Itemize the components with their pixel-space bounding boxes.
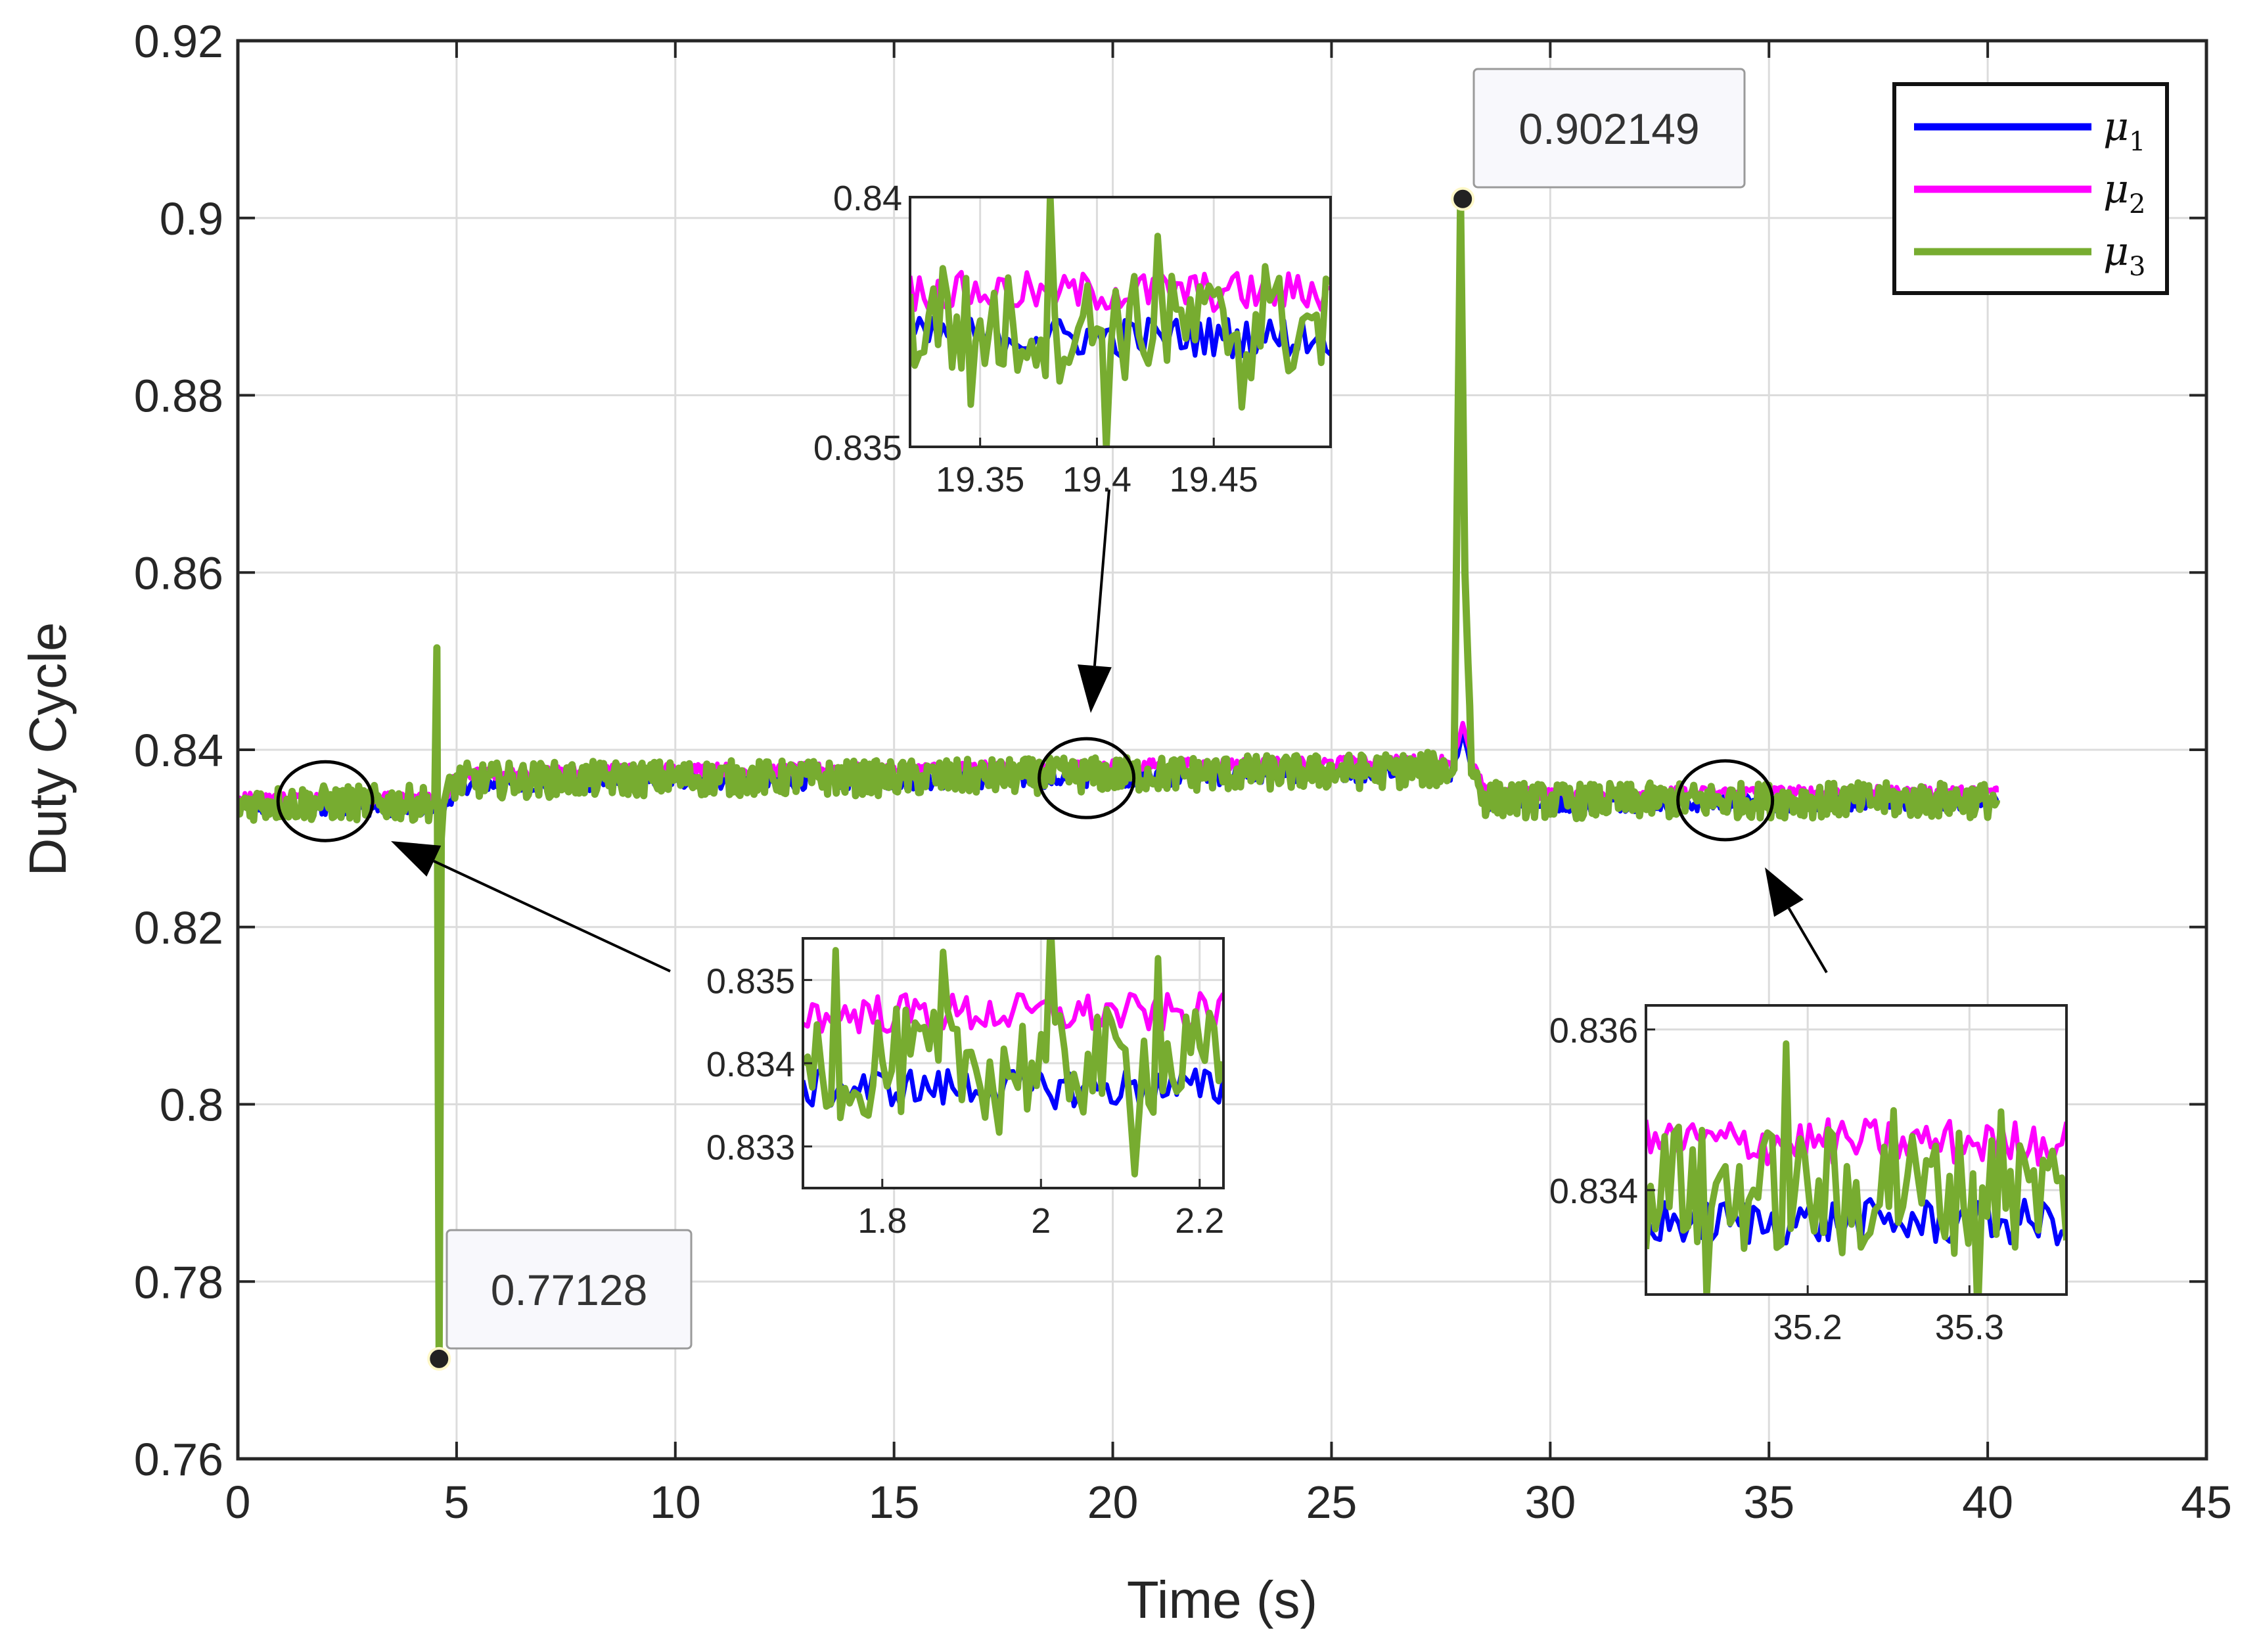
arrow-head — [1077, 664, 1112, 713]
arrow-shaft — [1093, 489, 1110, 666]
series-layer — [238, 195, 2000, 1363]
inset-y-tick-label: 0.84 — [833, 179, 902, 218]
legend-label: μ3 — [2103, 229, 2145, 282]
y-tick-label: 0.78 — [134, 1256, 223, 1308]
arrow-to-2s — [391, 841, 671, 973]
x-tick-label: 20 — [1087, 1477, 1139, 1528]
inset-series-mu3 — [803, 938, 1223, 1178]
zoom-circle-inset-right — [1676, 759, 1775, 842]
inset-frame — [909, 196, 1332, 448]
inset-x-tick-label: 35.2 — [1773, 1308, 1842, 1347]
y-tick-label: 0.82 — [134, 902, 223, 953]
inset-x-tick-label: 1.8 — [857, 1201, 907, 1241]
inset-x-tick-label: 19.35 — [936, 460, 1024, 499]
inset-y-tick-label: 0.834 — [1549, 1172, 1638, 1211]
datatip-box — [445, 1229, 693, 1350]
datatip: 0.77128 — [427, 1229, 693, 1371]
y-axis-label: Duty Cycle — [18, 622, 77, 877]
zoom-arrows — [391, 489, 1828, 974]
x-tick-label: 25 — [1306, 1477, 1358, 1528]
zoom-circle-inset-middle — [276, 760, 375, 842]
x-axis-label: Time (s) — [1127, 1571, 1317, 1629]
inset-series — [910, 197, 1331, 447]
y-tick-label: 0.76 — [134, 1434, 223, 1485]
inset-x-tick-label: 35.3 — [1935, 1308, 2004, 1347]
y-tick-label: 0.8 — [160, 1080, 223, 1131]
x-tick-label: 35 — [1743, 1477, 1794, 1528]
inset-y-tick-label: 0.835 — [706, 961, 795, 1001]
legend-entry-mu3: μ3 — [1914, 229, 2145, 282]
arrow-shaft — [1787, 907, 1828, 974]
y-tick-label: 0.88 — [134, 371, 223, 422]
inset-top: 19.35 19.4 19.45 0.835 0.84 — [813, 179, 1332, 499]
y-tick-label: 0.92 — [134, 16, 223, 67]
x-tick-label: 45 — [2181, 1477, 2232, 1528]
inset-x-tick-label: 19.4 — [1062, 460, 1131, 499]
arrow-shaft — [433, 860, 671, 973]
legend-label: μ1 — [2103, 104, 2145, 157]
datatip-label: 0.77128 — [491, 1266, 648, 1314]
inset-frame — [1645, 1004, 2068, 1296]
inset-right: 35.2 35.3 0.834 0.836 — [1549, 1004, 2068, 1347]
datatips: 0.77128 0.902149 — [427, 68, 1746, 1371]
arrow-to-34s — [1765, 867, 1828, 974]
datatip-marker — [1451, 187, 1475, 211]
series-line-mu3 — [238, 195, 2000, 1363]
inset-series-mu3 — [1646, 1040, 2066, 1295]
inset-x-tick-label: 2.2 — [1175, 1201, 1224, 1241]
axes — [236, 39, 2208, 1461]
tick-labels: 0 5 10 15 20 25 30 35 40 45 0.76 0.78 0.8 0.82 0.84 0.8… — [134, 16, 2232, 1528]
arrow-to-19s — [1077, 489, 1112, 713]
inset-y-tick-label: 0.836 — [1549, 1011, 1638, 1051]
inset-middle: 1.8 2 2.2 0.833 0.834 0.835 — [706, 937, 1225, 1241]
x-tick-label: 10 — [650, 1477, 701, 1528]
x-tick-label: 30 — [1524, 1477, 1576, 1528]
y-tick-label: 0.84 — [134, 725, 223, 776]
legend-entry-mu1: μ1 — [1914, 104, 2145, 157]
x-tick-label: 5 — [444, 1477, 469, 1528]
datatip-label: 0.902149 — [1518, 104, 1699, 153]
zoom-circle-inset-top — [1038, 737, 1136, 819]
datatip-box — [1472, 68, 1746, 189]
inset-y-tick-label: 0.833 — [706, 1128, 795, 1168]
x-tick-label: 40 — [1962, 1477, 2013, 1528]
inset-y-tick-label: 0.834 — [706, 1045, 795, 1084]
inset-y-tick-label: 0.835 — [813, 428, 902, 468]
inset-series — [1646, 1040, 2066, 1295]
inset-series — [803, 938, 1223, 1178]
x-tick-label: 0 — [225, 1477, 251, 1528]
inset-x-tick-label: 2 — [1031, 1201, 1051, 1241]
y-tick-label: 0.9 — [160, 193, 223, 244]
zoom-circles — [276, 737, 1775, 842]
datatip: 0.902149 — [1451, 68, 1746, 211]
arrow-head — [1765, 867, 1804, 917]
inset-series-mu3 — [910, 197, 1331, 447]
x-tick-label: 15 — [869, 1477, 920, 1528]
inset-x-tick-label: 19.45 — [1170, 460, 1258, 499]
datatip-marker — [427, 1346, 451, 1371]
arrow-head — [391, 841, 442, 877]
y-tick-label: 0.86 — [134, 547, 223, 599]
